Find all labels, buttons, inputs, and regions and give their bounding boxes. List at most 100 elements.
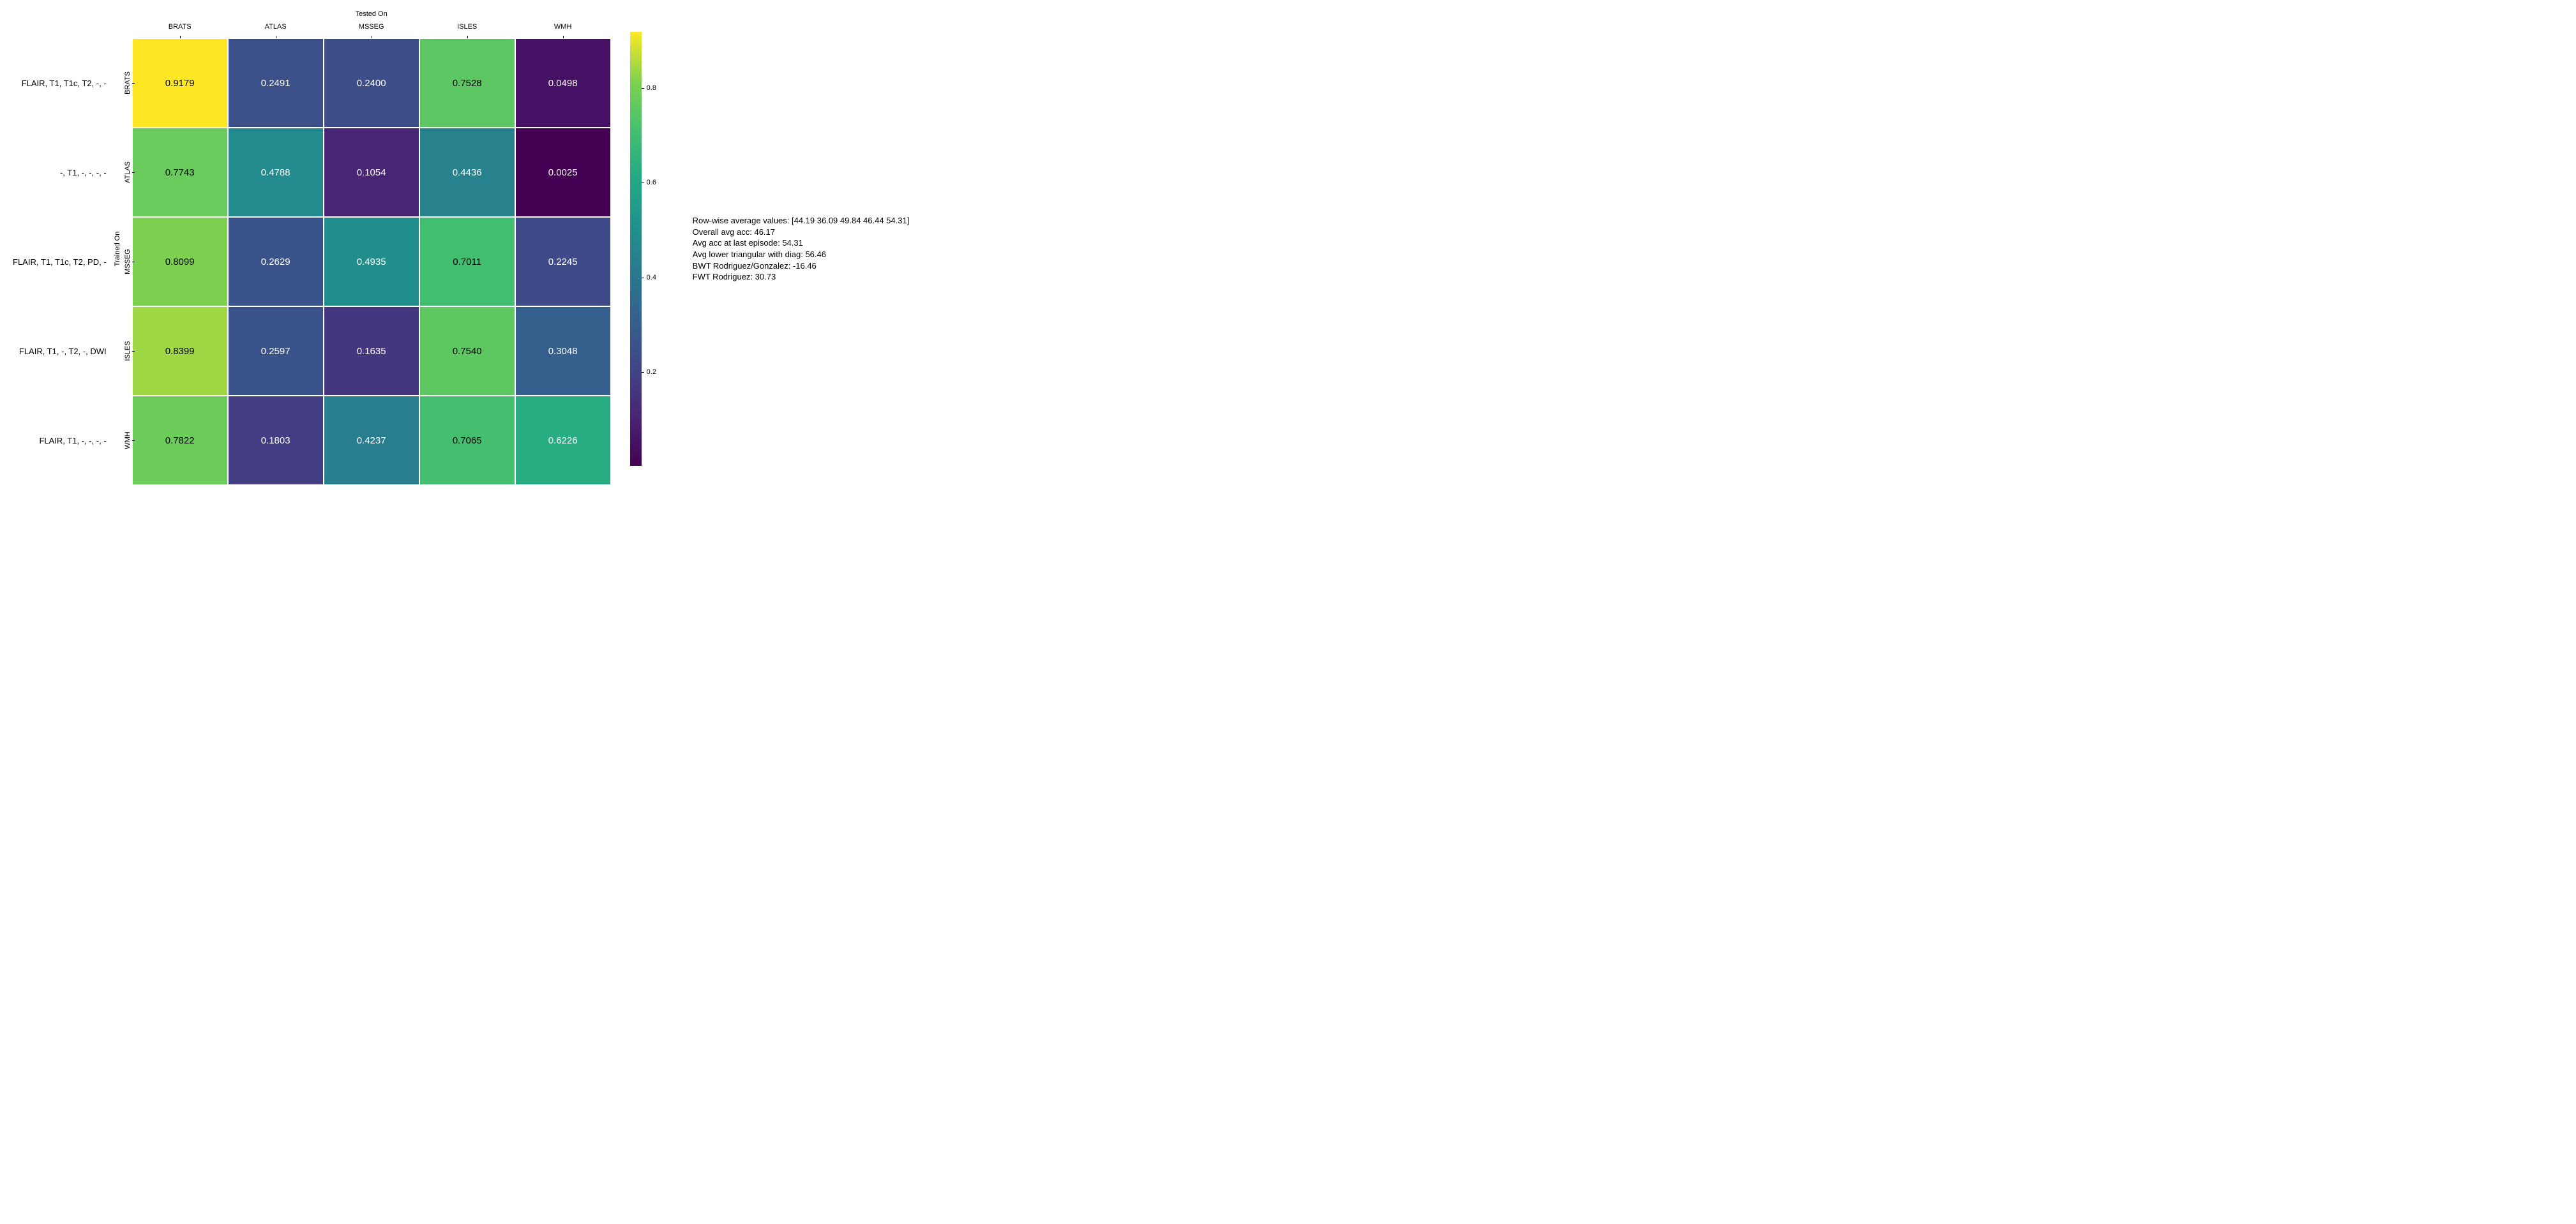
row-label: FLAIR, T1, -, -, -, - <box>13 396 112 485</box>
heatmap-row: 0.9179 0.2491 0.2400 0.7528 0.0498 <box>132 38 611 128</box>
column-header: WMH <box>515 13 611 38</box>
cell-value: 0.9179 <box>165 78 195 89</box>
heatmap-figure: FLAIR, T1, T1c, T2, -, --, T1, -, -, -, … <box>13 13 2563 485</box>
heatmap-cell: 0.7822 <box>132 396 228 485</box>
tick-mark <box>132 172 135 173</box>
heatmap-cell: 0.1803 <box>228 396 324 485</box>
heatmap-row: 0.8399 0.25970.1635 0.7540 0.3048 <box>132 306 611 396</box>
tick-mark <box>132 440 135 441</box>
y-tick: ATLAS <box>123 128 132 217</box>
annotation-line: Avg acc at last episode: 54.31 <box>693 237 910 249</box>
row-label: FLAIR, T1, T1c, T2, -, - <box>13 38 112 128</box>
heatmap-cell: 0.6226 <box>515 396 611 485</box>
tick-mark <box>563 36 564 38</box>
cell-value: 0.2245 <box>548 257 578 267</box>
cell-value: 0.4788 <box>261 167 290 178</box>
cell-value: 0.2629 <box>261 257 290 267</box>
column-header: MSSEG <box>324 13 419 38</box>
cell-value: 0.4935 <box>357 257 386 267</box>
cell-value: 0.1054 <box>357 167 386 178</box>
stats-annotation: Row-wise average values: [44.19 36.09 49… <box>693 215 910 282</box>
y-tick: MSSEG <box>123 217 132 306</box>
cell-value: 0.4237 <box>357 435 386 446</box>
heatmap-cell: 0.7540 <box>419 306 515 396</box>
heatmap-cell: 0.0498 <box>515 38 611 128</box>
heatmap-row: 0.8099 0.2629 0.4935 0.7011 0.2245 <box>132 217 611 306</box>
heatmap-cell: 0.9179 <box>132 38 228 128</box>
column-header: ISLES <box>419 13 515 38</box>
cell-value: 0.7743 <box>165 167 195 178</box>
column-header-label: BRATS <box>169 23 192 31</box>
heatmap-cell: 0.2245 <box>515 217 611 306</box>
y-tick-label: BRATS <box>124 71 132 94</box>
annotation-line: Row-wise average values: [44.19 36.09 49… <box>693 215 910 227</box>
row-label: -, T1, -, -, -, - <box>13 128 112 217</box>
y-tick: ISLES <box>123 306 132 396</box>
colorbar-tick-label: 0.2 <box>647 368 656 376</box>
heatmap-grid: 0.9179 0.2491 0.2400 0.7528 0.0498 0.7743 0.47… <box>132 38 611 485</box>
heatmap-cell: 0.1054 <box>324 128 419 217</box>
heatmap-cell: 0.2597 <box>228 306 324 396</box>
row-labels-column: FLAIR, T1, T1c, T2, -, --, T1, -, -, -, … <box>13 38 112 485</box>
heatmap-row: 0.7822 0.1803 0.4237 0.7065 0.6226 <box>132 396 611 485</box>
heatmap-cell: 0.2629 <box>228 217 324 306</box>
colorbar-block: 0.20.40.60.8 <box>630 26 674 472</box>
cell-value: 0.2491 <box>261 78 290 89</box>
column-header: ATLAS <box>228 13 324 38</box>
heatmap-cell: 0.4935 <box>324 217 419 306</box>
y-axis-title: Trained On <box>114 232 121 267</box>
heatmap-cell: 0.4436 <box>419 128 515 217</box>
cell-value: 0.7528 <box>453 78 482 89</box>
column-headers: Tested On BRATSATLASMSSEGISLESWMH <box>132 13 611 38</box>
row-label: FLAIR, T1, -, T2, -, DWI <box>13 306 112 396</box>
tick-mark <box>467 36 468 38</box>
cell-value: 0.1803 <box>261 435 290 446</box>
colorbar-tick-label: 0.4 <box>647 274 656 281</box>
tick-mark <box>132 351 135 352</box>
cell-value: 0.7065 <box>453 435 482 446</box>
heatmap-cell: 0.7065 <box>419 396 515 485</box>
cell-value: 0.0498 <box>548 78 578 89</box>
y-tick-labels-column: BRATS ATLAS MSSEG ISLES WMH <box>123 38 132 485</box>
row-label: FLAIR, T1, T1c, T2, PD, - <box>13 217 112 306</box>
cell-value: 0.8099 <box>165 257 195 267</box>
y-tick-label: ATLAS <box>124 161 132 183</box>
heatmap-cell: 0.3048 <box>515 306 611 396</box>
column-header-label: WMH <box>554 23 572 31</box>
heatmap-cell: 0.2491 <box>228 38 324 128</box>
annotation-line: FWT Rodriguez: 30.73 <box>693 271 910 283</box>
y-tick: BRATS <box>123 38 132 128</box>
cell-value: 0.7011 <box>453 257 481 267</box>
annotation-line: Overall avg acc: 46.17 <box>693 227 910 238</box>
cell-value: 0.0025 <box>548 167 578 178</box>
cell-value: 0.8399 <box>165 346 195 357</box>
heatmap-cell: 0.2400 <box>324 38 419 128</box>
tick-mark <box>180 36 181 38</box>
heatmap-cell: 0.8099 <box>132 217 228 306</box>
heatmap-cell: 0.4788 <box>228 128 324 217</box>
heatmap-cell: 0.1635 <box>324 306 419 396</box>
colorbar-tick-label: 0.8 <box>647 84 656 92</box>
colorbar-tick-mark <box>642 88 644 89</box>
heatmap-left-block: FLAIR, T1, T1c, T2, -, --, T1, -, -, -, … <box>13 13 611 485</box>
y-axis-title-wrap: Trained On <box>112 13 123 485</box>
heatmap-cell: 0.7743 <box>132 128 228 217</box>
y-tick-label: ISLES <box>124 341 132 361</box>
cell-value: 0.7822 <box>165 435 195 446</box>
cell-value: 0.6226 <box>548 435 578 446</box>
colorbar-tick-mark <box>642 372 644 373</box>
column-header-label: ISLES <box>457 23 477 31</box>
heatmap-cell: 0.4237 <box>324 396 419 485</box>
y-tick-label: WMH <box>124 431 132 449</box>
heatmap-cell: 0.7528 <box>419 38 515 128</box>
cell-value: 0.7540 <box>453 346 482 357</box>
heatmap-row: 0.7743 0.4788 0.1054 0.4436 0.0025 <box>132 128 611 217</box>
tick-mark <box>132 83 135 84</box>
column-header-label: ATLAS <box>265 23 287 31</box>
colorbar-ticks: 0.20.40.60.8 <box>642 32 674 466</box>
cell-value: 0.3048 <box>548 346 578 357</box>
colorbar <box>630 32 642 466</box>
cell-value: 0.2400 <box>357 78 386 89</box>
heatmap-cell: 0.0025 <box>515 128 611 217</box>
column-header-label: MSSEG <box>359 23 384 31</box>
